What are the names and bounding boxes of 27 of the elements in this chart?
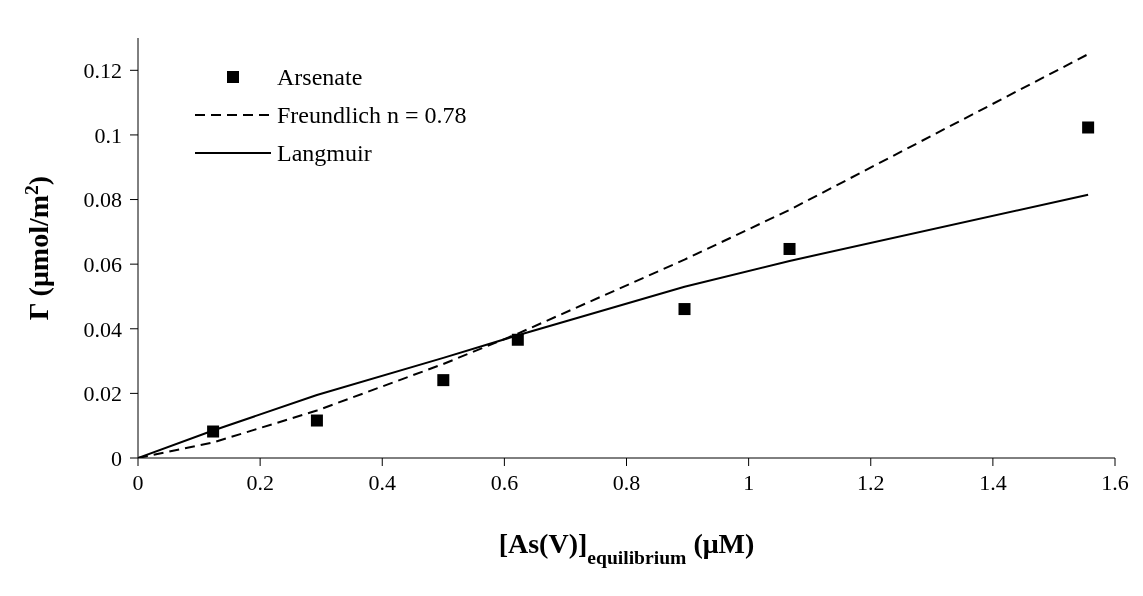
x-tick-label: 0.8 bbox=[612, 469, 641, 495]
x-tick-label: 1.4 bbox=[979, 469, 1007, 495]
y-tick-label: 0.08 bbox=[83, 187, 122, 213]
legend-label: Freundlich n = 0.78 bbox=[277, 101, 467, 129]
legend-label: Langmuir bbox=[277, 139, 372, 167]
x-tick-label: 0.6 bbox=[490, 469, 519, 495]
x-tick-label: 1 bbox=[743, 469, 755, 495]
x-tick-label: 0.2 bbox=[246, 469, 274, 495]
point bbox=[310, 414, 323, 427]
point bbox=[511, 333, 524, 346]
y-tick-label: 0.02 bbox=[83, 381, 122, 407]
legend-label: Arsenate bbox=[277, 63, 363, 91]
point bbox=[207, 425, 220, 438]
point bbox=[437, 374, 450, 387]
x-tick-label: 0 bbox=[132, 469, 144, 495]
y-tick-label: 0.12 bbox=[83, 58, 122, 84]
y-tick-label: 0.06 bbox=[83, 251, 122, 277]
y-tick-label: 0 bbox=[111, 445, 122, 471]
y-tick-label: 0.04 bbox=[83, 316, 122, 342]
x-tick-label: 0.4 bbox=[368, 469, 396, 495]
x-tick-label: 1.2 bbox=[857, 469, 885, 495]
x-axis-title: [As(V)]$_{equilibrium}$ (μM) bbox=[498, 528, 755, 568]
point bbox=[783, 242, 796, 255]
point bbox=[678, 303, 691, 316]
x-tick-label: 1.6 bbox=[1101, 469, 1129, 495]
y-tick-label: 0.1 bbox=[94, 122, 122, 148]
point bbox=[1082, 121, 1095, 134]
